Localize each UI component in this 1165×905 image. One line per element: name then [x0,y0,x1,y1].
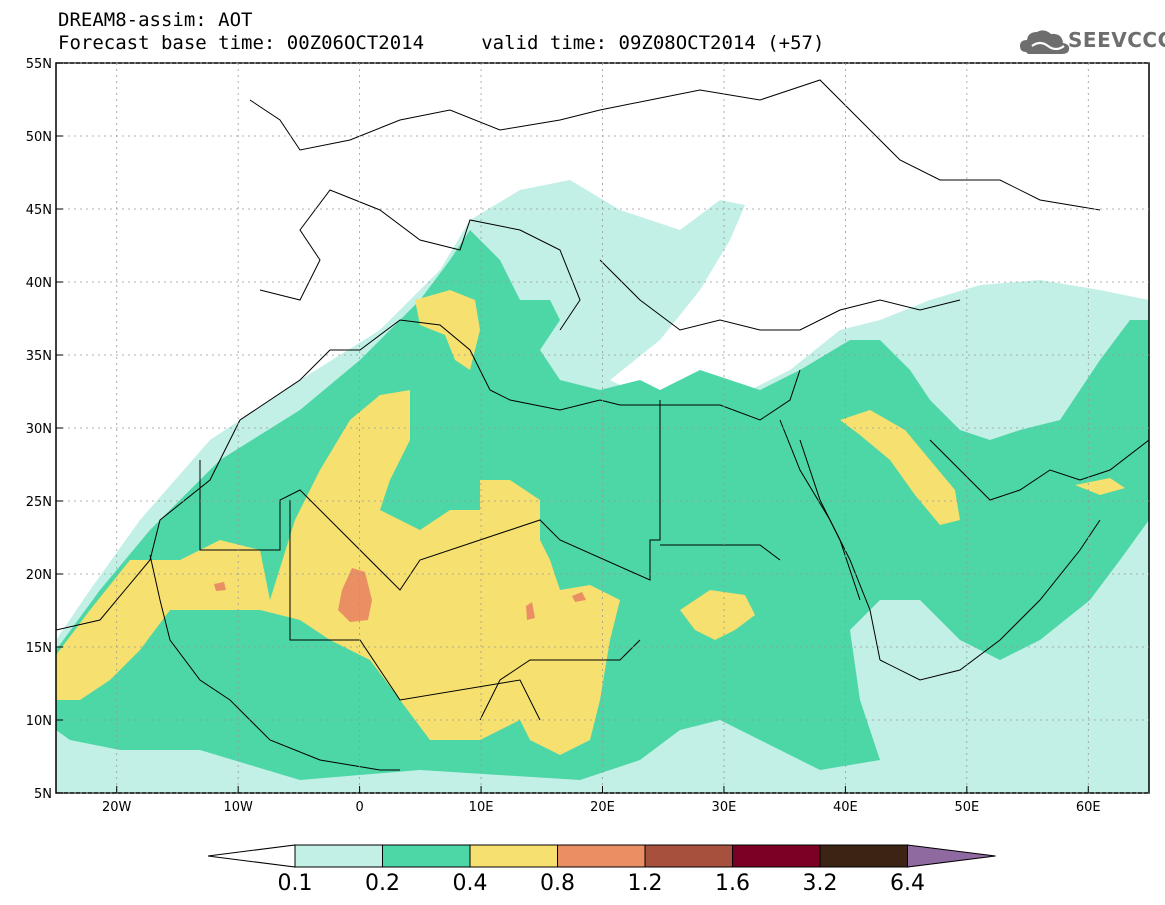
aot-band-0.4-sahel [56,390,620,755]
lat-tick-label: 35N [26,349,52,364]
lon-tick-label: 10W [223,800,253,815]
colorbar-level-label: 0.2 [365,871,400,896]
coastlines [56,79,1149,771]
lon-tick-label: 10E [469,800,494,815]
colorbar-over-arrow [907,844,996,868]
colorbar-level-label: 1.6 [715,871,750,896]
aot-band-0.4-arabia [840,410,960,525]
colorbar-segment [294,844,383,868]
aot-band-0.4-oman [1075,478,1125,495]
colorbar-under-arrow [207,844,296,868]
colorbar-level-label: 0.4 [452,871,488,896]
colorbar-segment [819,844,908,868]
lat-tick-label: 10N [26,714,52,729]
aot-band-0.8-b [572,592,586,602]
colorbar-segment [644,844,733,868]
lat-tick-label: 15N [26,641,52,656]
lon-tick-label: 20E [590,800,615,815]
lat-tick-label: 40N [26,276,52,291]
forecast-time-subtitle: Forecast base time: 00Z06OCT2014 valid t… [58,32,825,54]
colorbar-level-label: 3.2 [802,871,838,896]
colorbar [207,844,996,868]
lat-tick-label: 30N [26,422,52,437]
aot-band-0.2 [56,230,1149,780]
colorbar-level-label: 0.1 [277,871,313,896]
lat-tick-label: 55N [26,57,52,72]
colorbar-segment [732,844,821,868]
colorbar-segment [469,844,558,868]
cloud-icon [1020,30,1070,54]
colorbar-level-label: 0.8 [540,871,575,896]
colorbar-segment [557,844,646,868]
aot-band-0.4-sudan [680,590,755,640]
lon-tick-label: 0 [355,800,363,815]
lon-tick-label: 60E [1076,800,1101,815]
colorbar-segment [382,844,471,868]
lon-tick-label: 50E [954,800,979,815]
aot-band-0.8-mali [338,568,372,622]
lon-tick-label: 40E [833,800,858,815]
lat-tick-label: 50N [26,130,52,145]
lat-tick-label: 45N [26,203,52,218]
axis-ticks: 20W 10W 0 10E 20E 30E 40E 50E 60E 5N 10N 15N 20N 25N 3… [26,57,1101,815]
lat-tick-label: 20N [26,568,52,583]
seevccc-logo: SEEVCCC [1068,28,1165,52]
lat-tick-label: 25N [26,495,52,510]
lon-tick-label: 30E [712,800,737,815]
map-title: DREAM8-assim: AOT [58,9,253,31]
aot-band-0.4-tunisia [415,290,480,370]
colorbar-level-label: 6.4 [890,871,925,896]
aot-band-0.8-a [214,582,226,591]
aot-band-0.8-c [526,602,535,620]
colorbar-level-label: 1.2 [627,871,663,896]
lon-tick-label: 20W [102,800,132,815]
lat-tick-label: 5N [34,787,52,802]
aot-field [56,180,1149,793]
